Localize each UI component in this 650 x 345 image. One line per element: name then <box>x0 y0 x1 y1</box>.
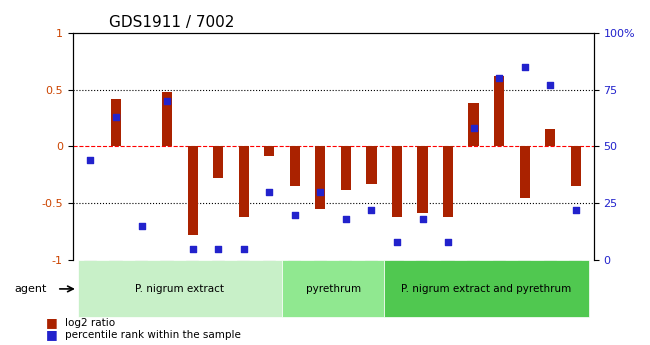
Bar <box>341 147 351 190</box>
Point <box>392 239 402 245</box>
Bar <box>571 147 581 186</box>
FancyBboxPatch shape <box>77 260 282 317</box>
Text: ■: ■ <box>46 316 57 329</box>
Bar <box>545 129 555 147</box>
Bar <box>264 147 274 156</box>
Point <box>494 75 504 81</box>
Text: pyrethrum: pyrethrum <box>306 284 361 294</box>
Bar <box>519 147 530 198</box>
Bar <box>187 147 198 235</box>
Point <box>545 82 556 88</box>
Bar <box>494 76 504 147</box>
Point <box>571 208 581 213</box>
Point <box>213 246 224 252</box>
Bar <box>213 147 223 178</box>
Text: P. nigrum extract and pyrethrum: P. nigrum extract and pyrethrum <box>401 284 571 294</box>
Point <box>162 98 172 104</box>
Bar <box>239 147 249 217</box>
Point <box>111 114 121 120</box>
Point <box>187 246 198 252</box>
Bar <box>367 147 376 184</box>
Point <box>315 189 326 195</box>
Point <box>290 212 300 218</box>
Text: percentile rank within the sample: percentile rank within the sample <box>65 330 241 340</box>
Text: ■: ■ <box>46 328 57 341</box>
Bar <box>392 147 402 217</box>
Text: P. nigrum extract: P. nigrum extract <box>135 284 224 294</box>
Point <box>417 217 428 222</box>
Bar <box>162 92 172 147</box>
FancyBboxPatch shape <box>384 260 588 317</box>
Text: agent: agent <box>14 284 47 294</box>
Point <box>136 224 147 229</box>
Bar <box>443 147 453 217</box>
Point <box>443 239 453 245</box>
Bar <box>315 147 326 209</box>
Point <box>264 189 274 195</box>
Bar <box>111 99 121 147</box>
Point <box>85 157 96 163</box>
Point <box>341 217 351 222</box>
FancyBboxPatch shape <box>282 260 384 317</box>
Text: GDS1911 / 7002: GDS1911 / 7002 <box>109 15 235 30</box>
Bar <box>469 103 478 147</box>
Point <box>519 64 530 69</box>
Text: log2 ratio: log2 ratio <box>65 318 115 328</box>
Point <box>239 246 249 252</box>
Point <box>366 208 376 213</box>
Bar <box>290 147 300 186</box>
Point <box>469 126 479 131</box>
Bar <box>417 147 428 213</box>
